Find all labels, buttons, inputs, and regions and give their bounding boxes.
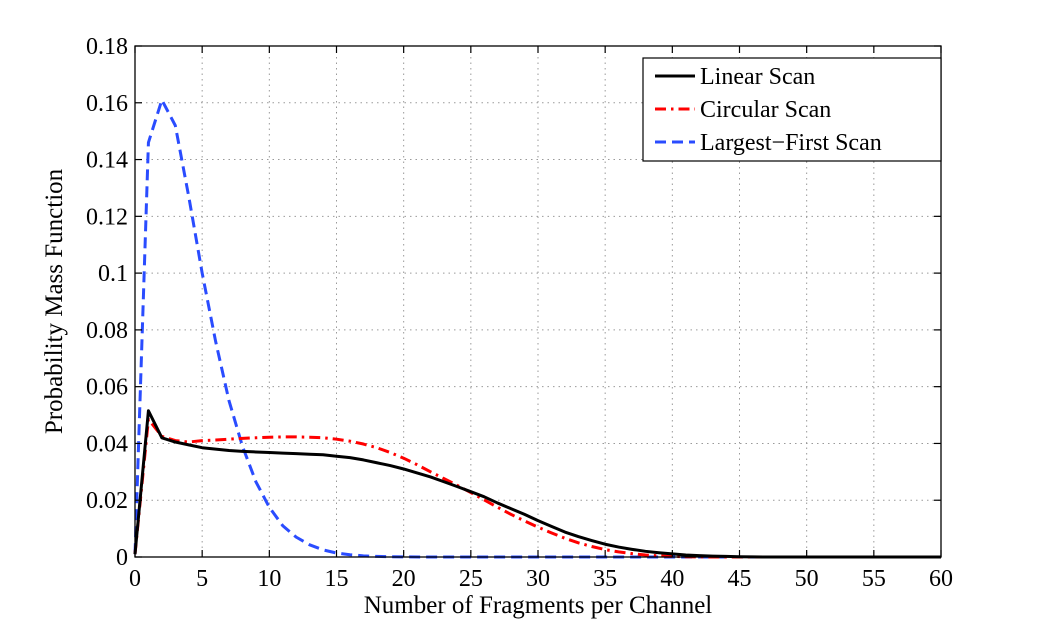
y-tick-label: 0.04 [86,431,128,457]
x-tick-label: 20 [392,566,416,592]
series-line-largest-first-scan [133,98,941,559]
x-tick-label: 0 [129,566,141,592]
x-tick-label: 45 [728,566,752,592]
legend-label: Linear Scan [700,64,815,90]
series-layer [133,98,941,559]
grid-lines [135,46,941,557]
y-tick-label: 0.02 [86,488,128,514]
x-tick-label: 50 [795,566,819,592]
x-tick-label: 40 [660,566,684,592]
axis-ticks [134,45,942,558]
y-tick-label: 0.18 [86,34,128,60]
y-tick-label: 0.06 [86,375,128,401]
x-axis-label: Number of Fragments per Channel [364,592,713,619]
y-tick-label: 0.14 [86,148,128,174]
legend-label: Circular Scan [700,97,831,123]
series-line-circular-scan [133,417,941,559]
x-tick-label: 30 [526,566,550,592]
x-tick-label: 15 [325,566,349,592]
x-tick-label: 25 [459,566,483,592]
series-line-linear-scan [133,409,941,559]
x-tick-label: 35 [593,566,617,592]
x-tick-label: 10 [257,566,281,592]
legend: Linear Scan Circular Scan Largest−First Sc… [642,57,942,162]
x-tick-labels: 0 5 10 15 20 25 30 35 40 45 50 55 60 [129,566,953,592]
y-tick-label: 0 [116,545,128,571]
y-axis-label: Probability Mass Function [41,168,68,434]
y-tick-label: 0.16 [86,91,128,117]
x-tick-label: 5 [196,566,208,592]
y-tick-label: 0.08 [86,318,128,344]
x-tick-label: 60 [929,566,953,592]
legend-label: Largest−First Scan [700,130,882,156]
x-tick-label: 55 [862,566,886,592]
y-tick-label: 0.1 [98,261,128,287]
y-tick-labels: 0 0.02 0.04 0.06 0.08 0.1 0.12 0.14 0.16 0.18 [86,34,128,571]
y-tick-label: 0.12 [86,204,128,230]
